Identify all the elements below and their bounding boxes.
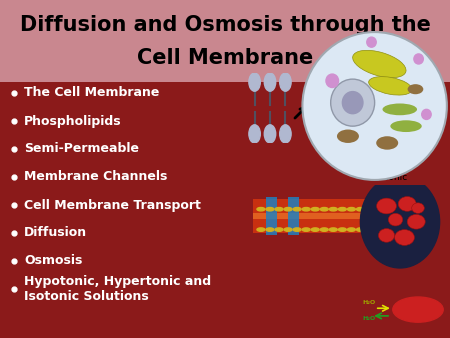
Circle shape [393, 297, 443, 322]
Ellipse shape [369, 77, 412, 95]
Ellipse shape [407, 214, 425, 229]
Text: Diffusion and Osmosis through the: Diffusion and Osmosis through the [19, 15, 431, 35]
Ellipse shape [378, 228, 395, 242]
Circle shape [264, 73, 276, 91]
Circle shape [249, 125, 260, 143]
Ellipse shape [331, 79, 375, 126]
Circle shape [275, 228, 283, 231]
Ellipse shape [337, 129, 359, 143]
Text: Cell Membrane: Cell Membrane [137, 48, 313, 68]
Text: Hypotonic, Hypertonic and
Isotonic Solutions: Hypotonic, Hypertonic and Isotonic Solut… [24, 274, 211, 304]
Circle shape [275, 208, 283, 211]
Circle shape [320, 228, 328, 231]
Circle shape [293, 228, 301, 231]
Circle shape [257, 228, 265, 231]
Text: Membrane Channels: Membrane Channels [24, 170, 167, 184]
Text: Diffusion: Diffusion [24, 226, 87, 240]
Circle shape [293, 208, 301, 211]
Text: Semi-Permeable: Semi-Permeable [24, 143, 139, 155]
Circle shape [266, 208, 274, 211]
Bar [253, 219, 367, 233]
Ellipse shape [395, 230, 414, 245]
Ellipse shape [412, 203, 424, 213]
Ellipse shape [376, 136, 398, 150]
Text: Phospholipids: Phospholipids [24, 115, 122, 127]
Ellipse shape [377, 198, 396, 214]
Bar [288, 197, 299, 235]
Ellipse shape [342, 91, 364, 114]
Circle shape [284, 208, 292, 211]
Circle shape [347, 228, 356, 231]
Ellipse shape [382, 103, 417, 115]
Circle shape [356, 228, 365, 231]
Ellipse shape [388, 213, 403, 226]
Circle shape [326, 74, 338, 88]
Bar [253, 199, 367, 213]
Text: The Cell Membrane: The Cell Membrane [24, 87, 159, 99]
Ellipse shape [408, 84, 423, 94]
Circle shape [280, 73, 291, 91]
Circle shape [302, 228, 310, 231]
Circle shape [311, 228, 319, 231]
Text: Cell Membrane Transport: Cell Membrane Transport [24, 198, 201, 212]
Circle shape [338, 208, 346, 211]
Bar [0, 0, 450, 82]
Circle shape [280, 125, 291, 143]
Circle shape [329, 228, 337, 231]
Circle shape [329, 208, 337, 211]
Circle shape [414, 54, 423, 64]
Text: H₂O: H₂O [362, 300, 375, 305]
Ellipse shape [302, 32, 447, 180]
Circle shape [284, 228, 292, 231]
Circle shape [257, 208, 265, 211]
Circle shape [249, 73, 260, 91]
Ellipse shape [398, 197, 416, 211]
Text: Isotonic: Isotonic [373, 173, 408, 183]
Bar [266, 197, 277, 235]
Circle shape [302, 208, 310, 211]
Bar [253, 213, 367, 219]
Circle shape [264, 125, 276, 143]
Ellipse shape [390, 120, 422, 132]
Circle shape [360, 175, 440, 268]
Circle shape [367, 37, 376, 47]
Circle shape [320, 208, 328, 211]
Text: H₂O: H₂O [362, 316, 375, 321]
Circle shape [311, 208, 319, 211]
Text: Osmosis: Osmosis [24, 255, 82, 267]
Circle shape [266, 228, 274, 231]
Circle shape [347, 208, 356, 211]
Ellipse shape [353, 50, 406, 78]
Circle shape [422, 110, 431, 119]
Circle shape [338, 228, 346, 231]
Circle shape [356, 208, 365, 211]
